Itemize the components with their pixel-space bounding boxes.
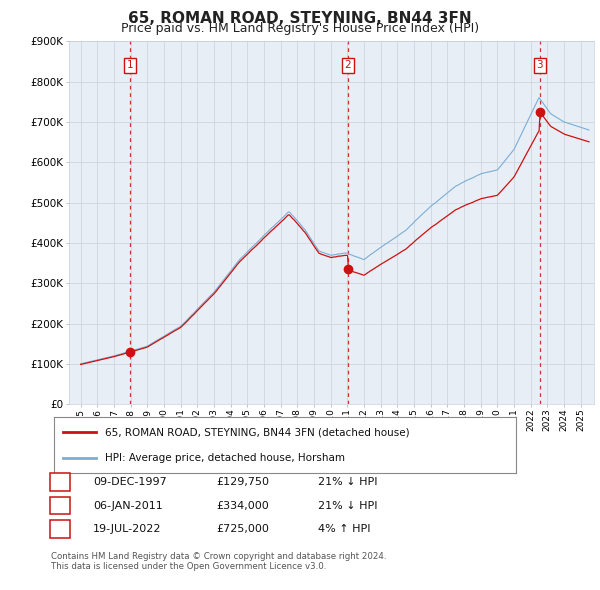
Text: 2: 2 <box>344 61 351 70</box>
Text: 1: 1 <box>127 61 133 70</box>
Text: 3: 3 <box>536 61 543 70</box>
Text: 65, ROMAN ROAD, STEYNING, BN44 3FN: 65, ROMAN ROAD, STEYNING, BN44 3FN <box>128 11 472 25</box>
Text: £334,000: £334,000 <box>216 501 269 510</box>
Text: 4% ↑ HPI: 4% ↑ HPI <box>318 525 371 534</box>
Text: 09-DEC-1997: 09-DEC-1997 <box>93 477 167 487</box>
Text: 3: 3 <box>56 525 64 534</box>
Text: 06-JAN-2011: 06-JAN-2011 <box>93 501 163 510</box>
Text: HPI: Average price, detached house, Horsham: HPI: Average price, detached house, Hors… <box>105 453 345 463</box>
Text: 19-JUL-2022: 19-JUL-2022 <box>93 525 161 534</box>
Text: 1: 1 <box>56 477 64 487</box>
Text: £725,000: £725,000 <box>216 525 269 534</box>
Text: 2: 2 <box>56 501 64 510</box>
Text: 21% ↓ HPI: 21% ↓ HPI <box>318 477 377 487</box>
Text: Price paid vs. HM Land Registry's House Price Index (HPI): Price paid vs. HM Land Registry's House … <box>121 22 479 35</box>
Text: £129,750: £129,750 <box>216 477 269 487</box>
Text: 21% ↓ HPI: 21% ↓ HPI <box>318 501 377 510</box>
Text: 65, ROMAN ROAD, STEYNING, BN44 3FN (detached house): 65, ROMAN ROAD, STEYNING, BN44 3FN (deta… <box>105 427 409 437</box>
Text: Contains HM Land Registry data © Crown copyright and database right 2024.
This d: Contains HM Land Registry data © Crown c… <box>51 552 386 571</box>
